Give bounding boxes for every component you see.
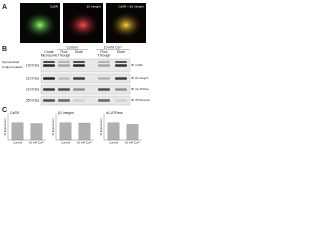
group-label: 10 mM Ca²⁺ [104, 45, 123, 49]
x-tick-label: Control [109, 141, 118, 145]
band [43, 61, 55, 63]
band [43, 99, 55, 102]
panel-label: B [2, 46, 7, 53]
cell [67, 12, 99, 38]
image-label: CaSR + β1 Integrin [118, 4, 144, 8]
antibody-label: IB: IP3 Receptor [131, 98, 150, 102]
band [58, 61, 70, 63]
chart-title: α1-ATPase [106, 111, 123, 115]
bar [11, 122, 24, 141]
lane-label: Flow Through [98, 50, 111, 57]
antibody-label: IB: CaSR [131, 63, 143, 67]
image-label: β1 Integrin [87, 4, 102, 8]
x-tick-label: Control [61, 141, 70, 145]
x-tick-label: Control [13, 141, 22, 145]
x-tick-label: 10 mM Ca²⁺ [125, 141, 141, 145]
blot [40, 84, 131, 95]
group-label: Control [67, 45, 78, 49]
band [115, 77, 127, 80]
band [115, 61, 127, 63]
y-axis-label: % Expression [3, 118, 7, 136]
blot [40, 58, 131, 73]
blot [40, 95, 131, 106]
band [43, 64, 55, 67]
y-axis-label: % Expression [51, 118, 55, 136]
lane-label: Crude Microsome [41, 50, 58, 57]
bar [59, 122, 72, 141]
band [115, 99, 127, 102]
blot [40, 73, 131, 84]
band [73, 88, 85, 91]
band [98, 99, 110, 102]
bar [30, 123, 43, 141]
band [98, 64, 110, 67]
band-label: Glycosylated [2, 60, 20, 64]
band-label: Unglycosylated [2, 65, 23, 69]
marker-label: 250 KDa [26, 98, 39, 102]
marker-label: 110 KDa [26, 76, 39, 80]
marker-label: 110 KDa [26, 87, 39, 91]
band [98, 88, 110, 91]
band [58, 77, 70, 80]
x-tick-label: 10 mM Ca²⁺ [29, 141, 45, 145]
panel-label: A [2, 4, 7, 11]
lane-label: Elute [117, 50, 125, 54]
band [58, 88, 70, 91]
lane-label: Elute [75, 50, 83, 54]
y-axis-label: % Expression [99, 118, 103, 136]
band [73, 99, 85, 102]
band [98, 77, 110, 80]
chart-title: β1 Integrin [58, 111, 74, 115]
marker-label: 130 KDa [26, 63, 39, 67]
lane-label: Flow Through [58, 50, 71, 57]
bar [78, 122, 91, 141]
antibody-label: IB: β1 Integrin [131, 76, 149, 80]
band [73, 64, 85, 67]
antibody-label: IB: α1-ATPase [131, 87, 149, 91]
band [73, 77, 85, 80]
cell [110, 12, 142, 38]
panel-label: C [2, 107, 7, 114]
band [115, 88, 127, 91]
band [98, 61, 110, 63]
x-tick-label: 10 mM Ca²⁺ [77, 141, 93, 145]
band [115, 64, 127, 67]
band [43, 77, 55, 80]
cell [24, 12, 56, 38]
band [58, 64, 70, 67]
figure: A CaSR β1 Integrin CaSR + β1 Integrin B Contr… [2, 3, 150, 145]
band [73, 61, 85, 63]
chart-title: CaSR [10, 111, 20, 115]
image-label: CaSR [50, 4, 59, 8]
bar [107, 122, 120, 141]
band [43, 88, 55, 91]
band [58, 99, 70, 102]
bar [126, 124, 139, 141]
